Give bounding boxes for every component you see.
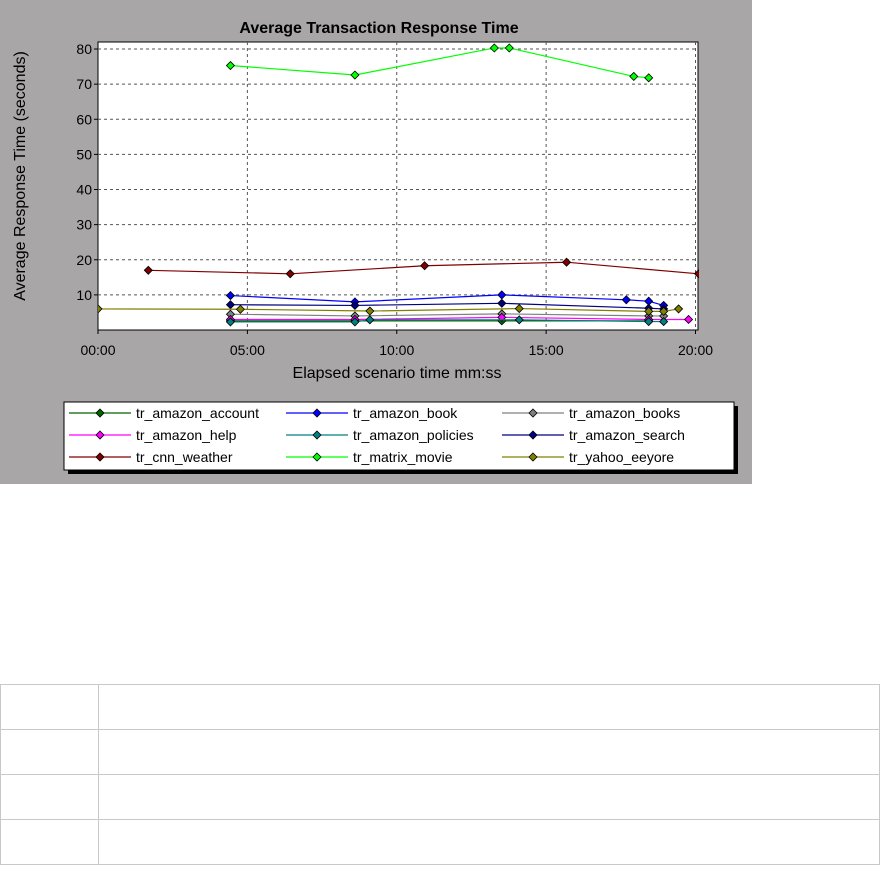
data-point-tr_amazon_policies	[365, 315, 375, 325]
data-point-tr_matrix_movie	[225, 60, 236, 71]
data-point-tr_matrix_movie	[629, 71, 639, 81]
data-point-tr_yahoo_eeyore	[365, 306, 375, 316]
series-group	[98, 43, 699, 327]
legend-label-tr_amazon_search: tr_amazon_search	[569, 427, 685, 443]
data-point-tr_yahoo_eeyore	[235, 304, 245, 314]
legend-label-tr_amazon_help: tr_amazon_help	[136, 427, 237, 443]
data-point-tr_cnn_weather	[420, 261, 430, 271]
table-row	[0, 684, 880, 730]
data-point-tr_matrix_movie	[489, 43, 499, 53]
legend-marker-tr_matrix_movie	[312, 452, 322, 462]
legend-marker-tr_amazon_search	[528, 430, 538, 440]
data-point-tr_amazon_policies	[514, 315, 524, 325]
data-point-tr_cnn_weather	[561, 257, 572, 267]
plot-layer: 10 20 30 40 50 60 70 80 00:00 05:00 10:00 15:00 20:0…	[76, 41, 713, 358]
x-tick-label: 00:00	[80, 342, 115, 358]
data-point-tr_amazon_policies	[350, 317, 360, 327]
table-row	[0, 729, 880, 775]
chart-title: Average Transaction Response Time	[239, 20, 518, 37]
table-cell	[98, 819, 880, 865]
data-point-tr_cnn_weather	[693, 269, 699, 279]
legend-label-tr_amazon_account: tr_amazon_account	[136, 405, 259, 421]
legend-label-tr_amazon_books: tr_amazon_books	[569, 405, 680, 421]
data-point-tr_amazon_book	[225, 291, 236, 301]
table-row	[0, 819, 880, 865]
table-cell	[0, 684, 99, 730]
legend-label-tr_matrix_movie: tr_matrix_movie	[353, 449, 453, 465]
data-point-tr_yahoo_eeyore	[644, 306, 654, 316]
data-point-tr_amazon_policies	[225, 317, 236, 327]
legend-marker-tr_amazon_help	[95, 430, 105, 440]
x-tick-label: 15:00	[529, 342, 564, 358]
data-point-tr_yahoo_eeyore	[659, 306, 669, 316]
y-tick-label: 80	[76, 41, 92, 57]
legend-label-tr_amazon_book: tr_amazon_book	[353, 405, 458, 421]
y-tick-label: 40	[76, 182, 92, 198]
data-point-tr_amazon_policies	[659, 317, 669, 327]
data-point-tr_yahoo_eeyore	[674, 304, 684, 314]
y-tick-label: 70	[76, 76, 92, 92]
x-tick-label: 20:00	[678, 342, 713, 358]
legend-label-tr_cnn_weather: tr_cnn_weather	[136, 449, 233, 465]
table-cell	[0, 729, 99, 775]
y-tick-label: 50	[76, 146, 92, 162]
x-axis-title: Elapsed scenario time mm:ss	[293, 365, 502, 382]
table-cell	[0, 774, 99, 820]
x-tick-label: 05:00	[230, 342, 265, 358]
x-tick-label: 10:00	[379, 342, 414, 358]
legend-box	[63, 401, 735, 471]
data-point-tr_matrix_movie	[350, 70, 360, 80]
chart-panel: Average Transaction Response Time 10 20 30…	[0, 0, 752, 484]
data-point-tr_amazon_policies	[644, 317, 654, 327]
data-point-tr_cnn_weather	[285, 269, 295, 279]
legend-marker-tr_amazon_policies	[312, 430, 322, 440]
table-cell	[98, 774, 880, 820]
table-cell	[0, 819, 99, 865]
y-tick-label: 10	[76, 287, 92, 303]
data-point-tr_matrix_movie	[504, 43, 514, 53]
table-cell	[98, 684, 880, 730]
data-point-tr_cnn_weather	[143, 265, 153, 275]
y-tick-label: 60	[76, 111, 92, 127]
plot-area	[97, 41, 699, 331]
y-tick-label: 20	[76, 252, 92, 268]
legend: tr_amazon_account tr_amazon_book tr_amazon…	[63, 401, 738, 474]
data-point-tr_yahoo_eeyore	[98, 304, 103, 314]
legend-marker-tr_amazon_books	[528, 408, 538, 418]
table-cell	[98, 729, 880, 775]
chart-svg: Average Transaction Response Time 10 20 30…	[12, 20, 738, 474]
data-point-tr_yahoo_eeyore	[514, 304, 524, 314]
legend-label-tr_yahoo_eeyore: tr_yahoo_eeyore	[569, 449, 674, 465]
y-tick-label: 30	[76, 217, 92, 233]
data-point-tr_amazon_help	[683, 314, 694, 325]
table-row	[0, 774, 880, 820]
data-point-tr_matrix_movie	[644, 73, 654, 83]
legend-marker-tr_yahoo_eeyore	[528, 452, 538, 462]
empty-table	[0, 684, 880, 865]
data-point-tr_amazon_search	[497, 298, 507, 308]
data-point-tr_amazon_search	[350, 300, 360, 310]
legend-marker-tr_amazon_account	[95, 408, 105, 418]
legend-marker-tr_cnn_weather	[95, 452, 105, 462]
legend-label-tr_amazon_policies: tr_amazon_policies	[353, 427, 474, 443]
legend-marker-tr_amazon_book	[312, 408, 322, 418]
y-axis-title: Average Response Time (seconds)	[12, 51, 29, 301]
data-point-tr_amazon_book	[621, 295, 631, 305]
